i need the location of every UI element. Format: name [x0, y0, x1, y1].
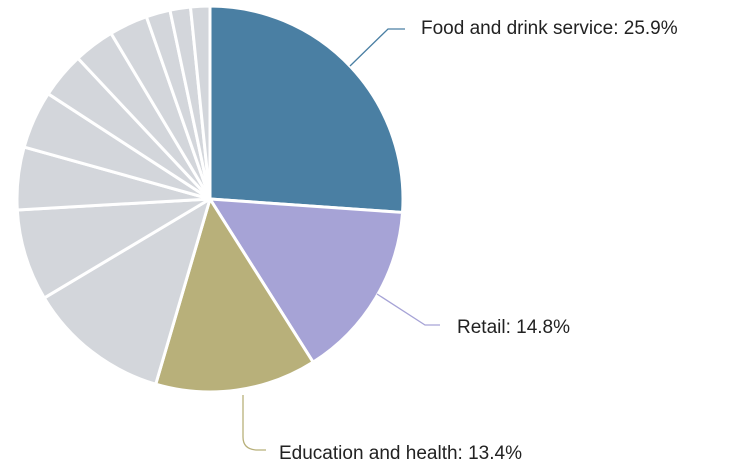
leader-line-retail [377, 294, 440, 325]
label-education-and-health: Education and health: 13.4% [279, 443, 522, 464]
pie-slices [17, 6, 403, 392]
label-food-and-drink-service: Food and drink service: 25.9% [421, 18, 678, 39]
leader-line-food-and-drink-service [350, 29, 405, 66]
label-retail: Retail: 14.8% [457, 317, 570, 338]
leader-line-education-and-health [243, 395, 266, 450]
pie-slice-1 [210, 6, 403, 212]
